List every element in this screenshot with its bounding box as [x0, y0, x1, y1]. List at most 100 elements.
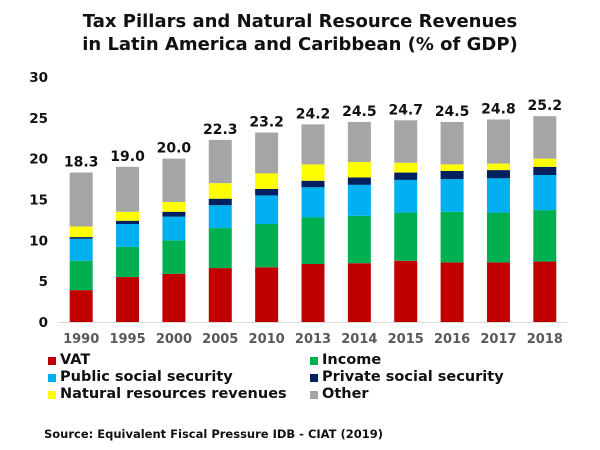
x-tick-label: 2010 [249, 332, 285, 347]
bar-segment-private-social-security [301, 180, 325, 188]
bar-segment-vat [162, 273, 186, 322]
bar-segment-public-social-security [162, 216, 186, 241]
x-tick-label: 2005 [202, 332, 238, 347]
legend-label: Private social security [322, 369, 504, 385]
bar-segment-other [162, 158, 186, 202]
bar-segment-income [301, 217, 325, 265]
bar-stack-2000 [162, 158, 186, 322]
total-label: 20.0 [157, 141, 192, 157]
bar-segment-vat [116, 277, 140, 322]
bar-segment-vat [394, 260, 418, 322]
bar-segment-other [301, 124, 325, 165]
legend-swatch-vat [48, 356, 56, 365]
bar-segment-vat [486, 262, 510, 322]
bar-segment-private-social-security [116, 220, 140, 224]
legend: VAT Income Public social security Privat… [48, 352, 568, 403]
bar-segment-vat [69, 290, 93, 322]
bar-segment-income [162, 240, 186, 274]
bar-segment-income [255, 224, 279, 268]
x-axis: 1990 1995 2000 2005 2010 2013 2014 2015 2016 2017… [63, 332, 563, 347]
bar-segment-other [116, 166, 140, 212]
bar-segment-public-social-security [208, 205, 232, 229]
bar-segment-vat [533, 261, 557, 322]
bar-segment-public-social-security [486, 178, 510, 213]
chart-title-line-2: in Latin America and Caribbean (% of GDP… [82, 34, 518, 55]
bar-segment-public-social-security [69, 238, 93, 261]
legend-swatch-income [310, 356, 318, 365]
legend-swatch-private-social-security [310, 373, 318, 382]
total-label: 24.2 [296, 106, 331, 122]
bar-segment-other [440, 121, 464, 165]
bar-segment-private-social-security [162, 211, 186, 217]
bar-segment-private-social-security [255, 188, 279, 196]
total-label: 24.7 [388, 102, 423, 118]
bar-segment-vat [347, 263, 371, 322]
bar-segment-other [255, 132, 279, 174]
y-tick-label: 5 [39, 274, 48, 290]
legend-label: Natural resources revenues [60, 386, 287, 402]
total-label: 22.3 [203, 122, 238, 138]
legend-label: Public social security [60, 369, 233, 385]
bars [69, 116, 557, 322]
y-tick-label: 25 [29, 111, 48, 127]
y-tick-label: 15 [29, 193, 48, 209]
bar-segment-public-social-security [533, 175, 557, 211]
bar-segment-private-social-security [394, 172, 418, 180]
bar-segment-public-social-security [255, 195, 279, 224]
bar-segment-private-social-security [533, 166, 557, 175]
legend-item-other: Other [310, 386, 570, 403]
bar-segment-income [533, 210, 557, 262]
bar-segment-other [208, 139, 232, 184]
total-label: 25.2 [528, 98, 563, 114]
bar-segment-private-social-security [69, 237, 93, 239]
legend-label: Other [322, 386, 369, 402]
bar-segment-natural-resources-revenues [347, 161, 371, 178]
bar-segment-natural-resources-revenues [440, 164, 464, 171]
legend-item-natural-resources-revenues: Natural resources revenues [48, 386, 310, 403]
bar-segment-other [347, 121, 371, 162]
bar-segment-other [533, 116, 557, 159]
bar-segment-income [486, 212, 510, 263]
bar-segment-public-social-security [347, 184, 371, 216]
bar-segment-vat [301, 264, 325, 322]
x-tick-label: 2013 [295, 332, 331, 347]
bar-stack-1995 [116, 166, 140, 322]
source-note: Source: Equivalent Fiscal Pressure IDB -… [44, 427, 384, 441]
bar-segment-vat [440, 262, 464, 322]
bar-segment-other [486, 119, 510, 164]
total-label: 24.5 [342, 104, 377, 120]
total-labels: 18.3 19.0 20.0 22.3 23.2 24.2 24.5 24.7 24.5 24.8… [64, 98, 562, 170]
legend-swatch-natural-resources-revenues [48, 390, 56, 399]
bar-segment-private-social-security [486, 170, 510, 179]
bar-segment-vat [255, 267, 279, 322]
total-label: 23.2 [249, 115, 284, 131]
bar-segment-income [69, 260, 93, 291]
bar-segment-income [394, 212, 418, 261]
total-label: 24.8 [481, 101, 516, 117]
bar-segment-natural-resources-revenues [162, 201, 186, 212]
bar-stack-2013 [301, 124, 325, 322]
bar-segment-natural-resources-revenues [69, 226, 93, 238]
bar-stack-2014 [347, 121, 371, 322]
x-tick-label: 2015 [388, 332, 424, 347]
bar-segment-income [116, 246, 140, 278]
bar-segment-private-social-security [208, 198, 232, 206]
x-tick-label: 1990 [63, 332, 99, 347]
total-label: 18.3 [64, 155, 99, 171]
bar-segment-natural-resources-revenues [486, 163, 510, 171]
chart-title-line-1: Tax Pillars and Natural Resource Revenue… [82, 11, 518, 32]
x-tick-label: 2000 [156, 332, 192, 347]
legend-swatch-other [310, 390, 318, 399]
stacked-bar-chart: 0 5 10 15 20 25 30 18.3 19.0 20.0 22.3 23.2 24.2 24.… [29, 70, 568, 347]
bar-segment-natural-resources-revenues [301, 164, 325, 181]
x-tick-label: 2017 [480, 332, 516, 347]
bar-segment-public-social-security [116, 224, 140, 247]
legend-item-private-social-security: Private social security [310, 369, 570, 386]
legend-label: Income [322, 352, 382, 368]
x-tick-label: 2016 [434, 332, 470, 347]
bar-segment-public-social-security [394, 179, 418, 213]
bar-segment-other [69, 172, 93, 227]
legend-item-income: Income [310, 352, 570, 369]
bar-stack-2015 [394, 120, 418, 322]
bar-stack-2016 [440, 121, 464, 322]
